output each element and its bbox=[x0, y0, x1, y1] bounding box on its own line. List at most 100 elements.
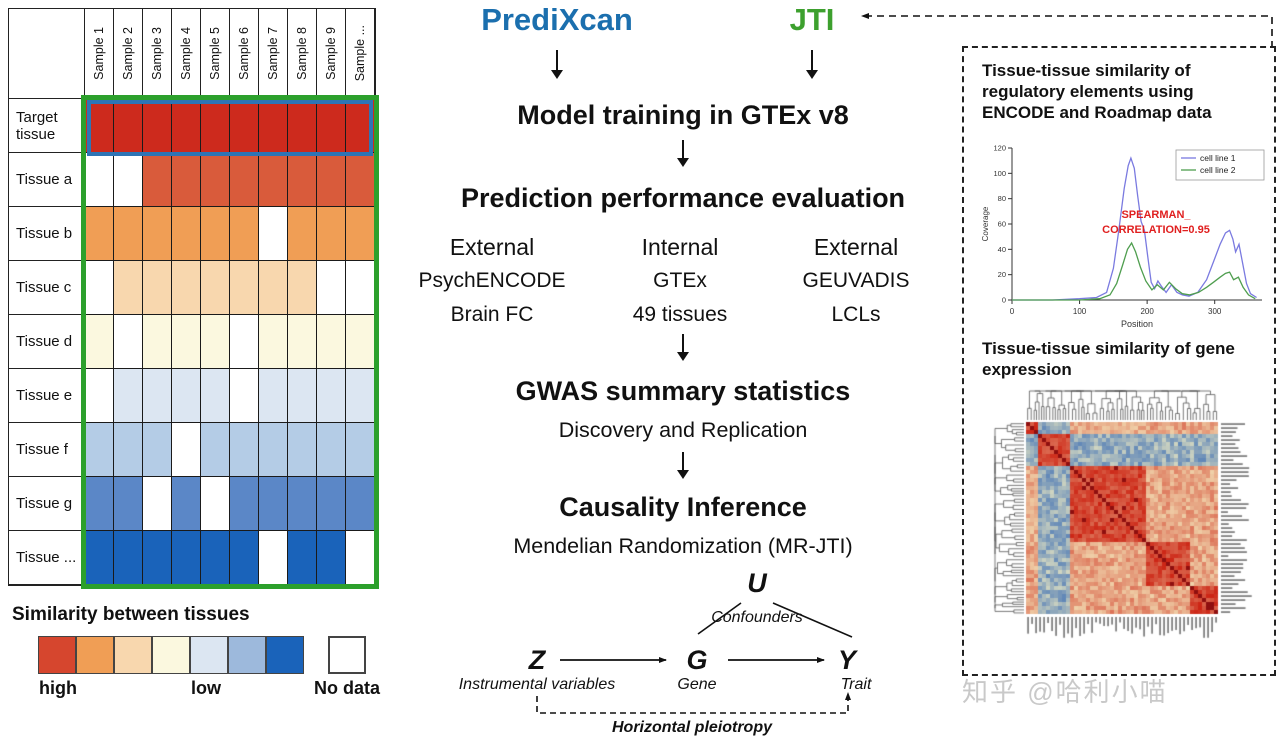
matrix-cell bbox=[317, 153, 346, 207]
matrix-cell bbox=[172, 369, 201, 423]
y-tick-label: 100 bbox=[993, 169, 1006, 178]
matrix-cell bbox=[230, 99, 259, 153]
matrix-cell bbox=[201, 315, 230, 369]
matrix-cell bbox=[172, 531, 201, 585]
matrix-cell bbox=[114, 477, 143, 531]
matrix-cell bbox=[114, 99, 143, 153]
matrix-cell bbox=[143, 207, 172, 261]
matrix-cell bbox=[259, 99, 288, 153]
matrix-cell bbox=[288, 315, 317, 369]
matrix-cell bbox=[230, 261, 259, 315]
flow-arrow-down bbox=[550, 50, 564, 79]
eval-source-type: External bbox=[813, 234, 899, 260]
matrix-cell bbox=[317, 261, 346, 315]
method-jti: JTI bbox=[789, 2, 835, 37]
matrix-cell bbox=[143, 315, 172, 369]
tissue-similarity-panel: Sample 1 Sample 2 Sample 3 Sample 4 Sample 5… bbox=[8, 8, 408, 741]
tissue-row-label: Tissue b bbox=[9, 207, 85, 261]
eval-column-gtex: Internal GTEx 49 tissues bbox=[633, 230, 728, 332]
matrix-cell bbox=[346, 153, 375, 207]
y-tick-label: 120 bbox=[993, 144, 1006, 153]
eval-source-type: Internal bbox=[641, 234, 719, 260]
matrix-cell bbox=[259, 207, 288, 261]
matrix-cell bbox=[259, 477, 288, 531]
x-tick-label: 0 bbox=[1010, 307, 1015, 316]
sample-column-header: Sample 7 bbox=[259, 9, 288, 99]
similarity-swatch bbox=[38, 636, 76, 674]
matrix-cell bbox=[259, 423, 288, 477]
edge-u-to-g bbox=[697, 602, 742, 635]
step-prediction-evaluation: Prediction performance evaluation bbox=[460, 183, 906, 213]
matrix-cell bbox=[143, 369, 172, 423]
matrix-cell bbox=[201, 423, 230, 477]
legend-label-high: high bbox=[39, 678, 77, 698]
y-tick-label: 80 bbox=[998, 194, 1006, 203]
dashed-pleiotropy-path bbox=[536, 692, 851, 714]
matrix-cell bbox=[346, 261, 375, 315]
matrix-cell bbox=[114, 531, 143, 585]
sample-column-header: Sample ... bbox=[346, 9, 375, 99]
dashed-connector-to-jti bbox=[861, 13, 1273, 48]
matrix-cell bbox=[317, 207, 346, 261]
matrix-cell bbox=[172, 207, 201, 261]
matrix-cell bbox=[230, 423, 259, 477]
matrix-cell bbox=[85, 99, 114, 153]
eval-source-detail: Brain FC bbox=[450, 303, 534, 326]
tissue-row-label: Tissue ... bbox=[9, 531, 85, 585]
dag-node-g: G bbox=[686, 645, 707, 675]
legend-label-low: low bbox=[191, 678, 221, 698]
matrix-cell bbox=[114, 369, 143, 423]
flow-arrow-down bbox=[805, 50, 819, 79]
matrix-cell bbox=[201, 261, 230, 315]
flow-arrow-down bbox=[676, 452, 690, 479]
flow-arrow-down bbox=[676, 334, 690, 361]
matrix-cell bbox=[317, 531, 346, 585]
dag-node-u: U bbox=[747, 568, 768, 598]
step-gwas-sub: Discovery and Replication bbox=[558, 418, 808, 442]
mendelian-randomization-dag: U Confounders Z G Y Instrumental variabl… bbox=[459, 568, 872, 736]
matrix-cell bbox=[85, 369, 114, 423]
matrix-cell bbox=[230, 153, 259, 207]
matrix-cell bbox=[230, 531, 259, 585]
matrix-cell bbox=[259, 531, 288, 585]
watermark: 知乎 @哈利小喵 bbox=[962, 677, 1168, 707]
tissue-row-label: Tissue c bbox=[9, 261, 85, 315]
dag-label-gene: Gene bbox=[677, 676, 716, 693]
x-tick-label: 100 bbox=[1073, 307, 1087, 316]
similarity-swatch bbox=[76, 636, 114, 674]
matrix-cell bbox=[172, 423, 201, 477]
matrix-cell bbox=[346, 315, 375, 369]
similarity-swatch bbox=[228, 636, 266, 674]
tissue-row-label: Tissue e bbox=[9, 369, 85, 423]
matrix-cell bbox=[172, 261, 201, 315]
method-predixcan: PrediXcan bbox=[481, 2, 633, 37]
matrix-cell bbox=[143, 423, 172, 477]
matrix-cell bbox=[288, 531, 317, 585]
matrix-cell bbox=[288, 369, 317, 423]
similarity-color-scale bbox=[38, 636, 304, 674]
matrix-cell bbox=[288, 477, 317, 531]
matrix-cell bbox=[230, 315, 259, 369]
matrix-cell bbox=[317, 369, 346, 423]
eval-source-name: PsychENCODE bbox=[418, 269, 566, 292]
sample-column-header: Sample 6 bbox=[230, 9, 259, 99]
step-model-training: Model training in GTEx v8 bbox=[517, 100, 849, 130]
matrix-cell bbox=[201, 531, 230, 585]
tissue-row-label: Tissue g bbox=[9, 477, 85, 531]
matrix-cell bbox=[172, 477, 201, 531]
chart-legend-box bbox=[1175, 149, 1265, 181]
x-axis-label: Position bbox=[1121, 319, 1153, 329]
tissue-sample-matrix: Sample 1 Sample 2 Sample 3 Sample 4 Sample 5… bbox=[8, 8, 376, 586]
matrix-cell bbox=[172, 153, 201, 207]
legend-entry-label: cell line 1 bbox=[1200, 153, 1236, 163]
matrix-cell bbox=[259, 369, 288, 423]
legend-label-no-data: No data bbox=[313, 678, 380, 698]
matrix-cell bbox=[201, 477, 230, 531]
eval-source-type: External bbox=[449, 234, 535, 260]
matrix-cell bbox=[114, 423, 143, 477]
matrix-cell bbox=[317, 477, 346, 531]
edge-u-to-y bbox=[772, 602, 853, 638]
matrix-cell bbox=[288, 153, 317, 207]
dag-label-horizontal-pleiotropy: Horizontal pleiotropy bbox=[612, 719, 773, 736]
